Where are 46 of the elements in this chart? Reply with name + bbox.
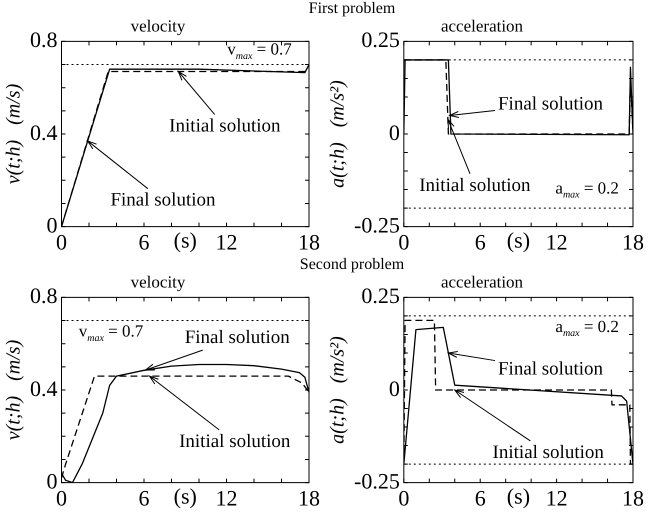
x-tick-label: 12 xyxy=(216,230,238,255)
y-tick-label: 0.25 xyxy=(361,27,400,52)
y-tick-label: -0.25 xyxy=(354,468,400,494)
x-tick-label: 6 xyxy=(138,230,150,255)
x-tick-label: 18 xyxy=(622,486,644,511)
y-tick-label: 0.8 xyxy=(30,283,58,308)
y-axis-title: a(t;h) (m/s²) xyxy=(326,336,348,444)
y-tick-label: 0 xyxy=(388,376,400,401)
annotation: Initial solution xyxy=(419,174,532,196)
chart-title: acceleration xyxy=(440,16,524,36)
y-tick-label: 0.25 xyxy=(361,283,400,308)
x-tick-label: 18 xyxy=(298,486,320,511)
y-axis-title: v(t;h) (m/s) xyxy=(2,339,24,440)
y-tick-label: 0 xyxy=(46,468,58,494)
y-tick-label: -0.25 xyxy=(354,212,400,238)
chart-title: velocity xyxy=(130,272,186,292)
annotation: Final solution xyxy=(498,93,604,114)
y-axis-title: v(t;h) (m/s) xyxy=(2,83,24,184)
x-axis-title: (s) xyxy=(506,227,530,252)
annotation: Initial solution xyxy=(179,430,291,452)
y-axis-title: a(t;h) (m/s²) xyxy=(326,80,348,188)
x-axis-title: (s) xyxy=(174,483,197,508)
y-tick-label: 0.4 xyxy=(30,376,58,401)
y-tick-label: 0.4 xyxy=(30,120,58,145)
x-tick-label: 12 xyxy=(546,230,568,255)
annotation: Final solution xyxy=(184,327,290,348)
chart-title: velocity xyxy=(130,16,186,36)
x-tick-label: 6 xyxy=(138,486,150,511)
x-tick-label: 6 xyxy=(474,230,486,255)
annotation: Initial solution xyxy=(169,116,282,137)
chart-title: acceleration xyxy=(440,272,524,292)
text: Second problem xyxy=(300,256,404,274)
y-tick-label: 0 xyxy=(46,212,58,238)
x-tick-label: 18 xyxy=(622,230,644,255)
x-tick-label: 12 xyxy=(216,486,238,511)
x-tick-label: 18 xyxy=(298,230,320,255)
annotation: Final solution xyxy=(498,358,604,380)
annotation: Final solution xyxy=(110,190,216,211)
annotation: Initial solution xyxy=(492,442,604,463)
text: First problem xyxy=(308,0,396,18)
x-tick-label: 6 xyxy=(474,486,486,511)
y-tick-label: 0.8 xyxy=(30,27,58,52)
x-axis-title: (s) xyxy=(174,227,197,252)
y-tick-label: 0 xyxy=(388,120,400,145)
x-axis-title: (s) xyxy=(506,483,530,508)
x-tick-label: 12 xyxy=(546,486,568,511)
